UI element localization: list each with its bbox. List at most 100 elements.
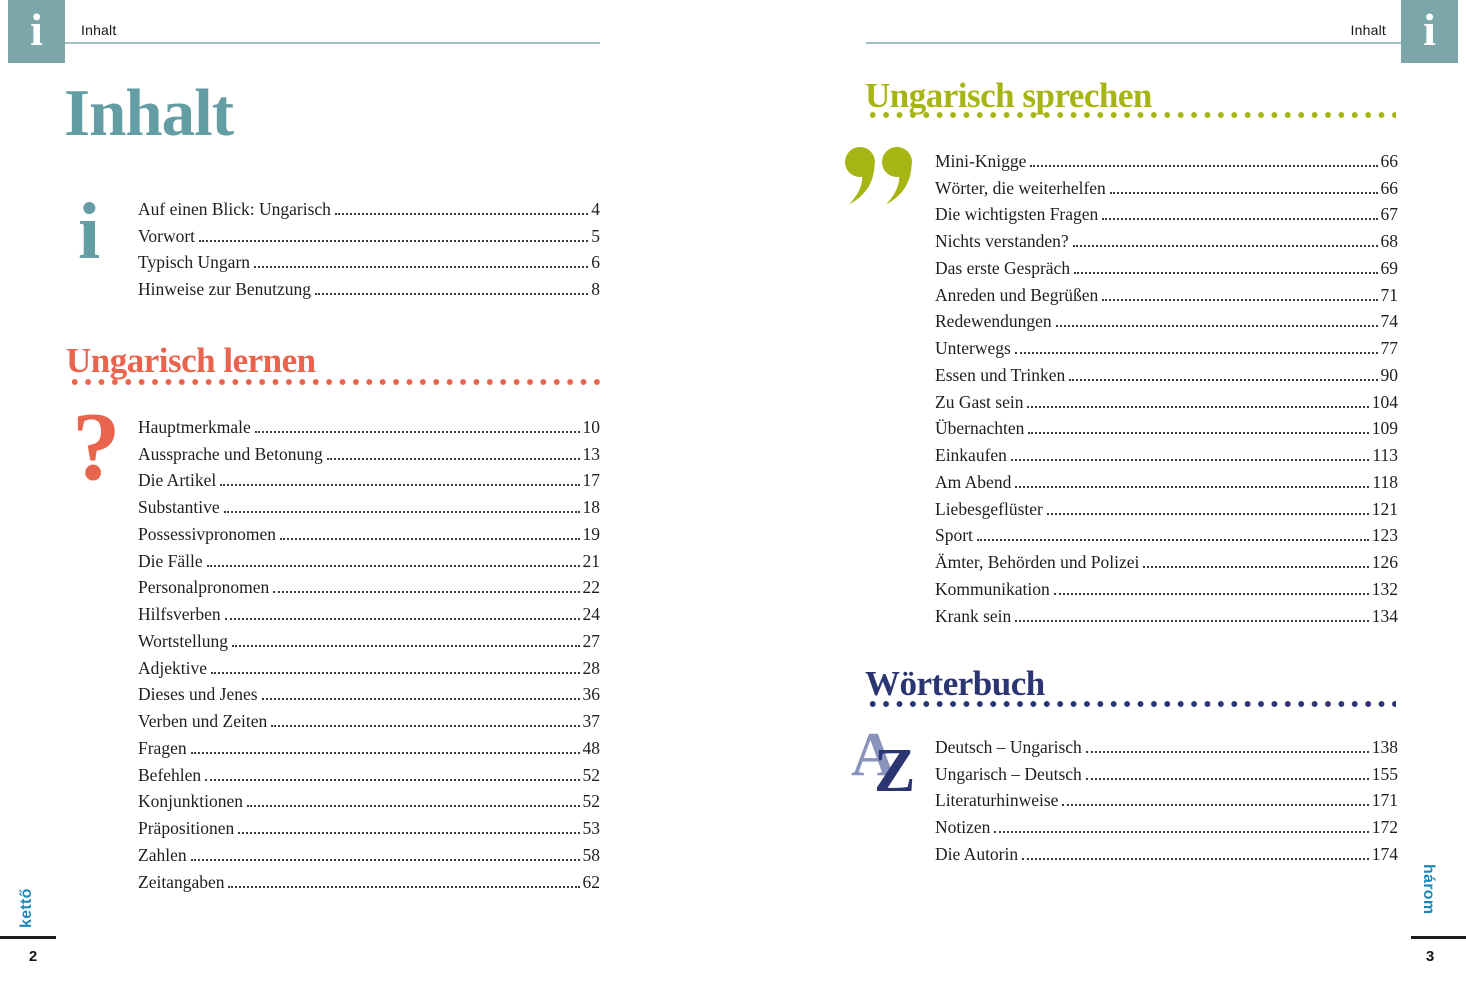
toc-entry-label: Fragen	[138, 737, 187, 758]
toc-row[interactable]: Befehlen 52	[138, 760, 600, 787]
toc-entry-page-number: 36	[582, 684, 601, 705]
toc-entry-page-number: 123	[1371, 525, 1398, 546]
dotted-rule	[866, 111, 1396, 119]
toc-row[interactable]: Dieses und Jenes 36	[138, 680, 600, 707]
toc-leader-dots	[1010, 459, 1370, 461]
toc-entry-label: Hauptmerkmale	[138, 416, 251, 437]
running-header: Inhalt	[81, 22, 117, 38]
toc-entry-page-number: 24	[582, 604, 601, 624]
toc-row[interactable]: Substantive 18	[138, 492, 600, 519]
toc-row[interactable]: Konjunktionen 52	[138, 787, 600, 814]
toc-entry-page-number: 21	[582, 550, 601, 571]
toc-row[interactable]: Einkaufen 113	[935, 440, 1398, 467]
toc-leader-dots	[1102, 298, 1378, 301]
toc-leader-dots	[1015, 619, 1369, 622]
toc-row[interactable]: Notizen 172	[935, 812, 1398, 839]
toc-row[interactable]: Ämter, Behörden und Polizei 126	[935, 547, 1398, 574]
info-corner-box: i	[8, 0, 65, 63]
toc-row[interactable]: Am Abend 118	[935, 467, 1398, 494]
toc-row[interactable]: Typisch Ungarn 6	[138, 248, 600, 275]
info-icon: i	[30, 3, 43, 55]
toc-row[interactable]: Nichts verstanden? 68	[935, 226, 1398, 253]
toc-row[interactable]: Übernachten 109	[935, 414, 1398, 441]
toc-row[interactable]: Possessivpronomen 19	[138, 519, 600, 546]
toc-row[interactable]: Die Fälle 21	[138, 546, 600, 573]
toc-leader-dots	[273, 591, 580, 594]
toc-row[interactable]: Hauptmerkmale 10	[138, 412, 600, 439]
toc-entry-label: Die Artikel	[138, 470, 217, 491]
toc-intro-list: Auf einen Blick: Ungarisch 4 Vorwort 5 Typis…	[138, 194, 600, 301]
toc-leader-dots	[238, 832, 580, 834]
toc-row[interactable]: Ungarisch – Deutsch 155	[935, 759, 1398, 786]
toc-entry-label: Hilfsverben	[138, 604, 221, 624]
toc-entry-page-number: 22	[582, 577, 601, 598]
section-title-ungarisch-sprechen: Ungarisch sprechen	[865, 76, 1152, 115]
toc-row[interactable]: Verben und Zeiten 37	[138, 706, 600, 733]
toc-row[interactable]: Präpositionen 53	[138, 813, 600, 840]
toc-row[interactable]: Die Artikel 17	[138, 466, 600, 493]
toc-row[interactable]: Personalpronomen 22	[138, 573, 600, 600]
toc-row[interactable]: Deutsch – Ungarisch 138	[935, 732, 1398, 759]
toc-leader-dots	[228, 885, 580, 888]
toc-row[interactable]: Wörter, die weiterhelfen 66	[935, 173, 1398, 200]
toc-row[interactable]: Wortstellung 27	[138, 626, 600, 653]
toc-entry-label: Am Abend	[935, 471, 1012, 492]
toc-row[interactable]: Die wichtigsten Fragen 67	[935, 200, 1398, 227]
toc-leader-dots	[231, 644, 580, 647]
toc-row[interactable]: Auf einen Blick: Ungarisch 4	[138, 194, 600, 221]
info-section-icon: i	[78, 188, 101, 276]
toc-leader-dots	[1085, 777, 1369, 780]
toc-entry-label: Deutsch – Ungarisch	[935, 736, 1082, 757]
toc-row[interactable]: Fragen 48	[138, 733, 600, 760]
toc-row[interactable]: Unterwegs 77	[935, 333, 1398, 360]
toc-entry-label: Ungarisch – Deutsch	[935, 763, 1082, 784]
page-right: Inhalt i Ungarisch sprechen Mini-Knigge 6…	[733, 0, 1466, 1000]
toc-row[interactable]: Das erste Gespräch 69	[935, 253, 1398, 280]
toc-entry-page-number: 48	[582, 737, 601, 758]
toc-row[interactable]: Krank sein 134	[935, 601, 1398, 628]
info-icon: i	[1423, 3, 1436, 55]
dictionary-az-icon: A Z	[851, 724, 931, 808]
toc-row[interactable]: Zu Gast sein 104	[935, 387, 1398, 414]
toc-leader-dots	[220, 484, 580, 487]
toc-row[interactable]: Anreden und Begrüßen 71	[935, 280, 1398, 307]
toc-leader-dots	[190, 751, 580, 754]
toc-entry-label: Einkaufen	[935, 445, 1007, 465]
toc-row[interactable]: Adjektive 28	[138, 653, 600, 680]
toc-row[interactable]: Redewendungen 74	[935, 307, 1398, 334]
toc-entry-page-number: 155	[1371, 763, 1398, 784]
toc-row[interactable]: Sport 123	[935, 521, 1398, 548]
toc-entry-label: Essen und Trinken	[935, 364, 1066, 385]
toc-row[interactable]: Die Autorin 174	[935, 839, 1398, 866]
toc-leader-dots	[1053, 592, 1369, 595]
toc-entry-page-number: 53	[582, 818, 601, 838]
toc-entry-label: Zeitangaben	[138, 871, 225, 892]
toc-entry-page-number: 5	[591, 225, 600, 246]
toc-row[interactable]: Kommunikation 132	[935, 574, 1398, 601]
toc-entry-page-number: 4	[591, 198, 600, 219]
toc-row[interactable]: Mini-Knigge 66	[935, 146, 1398, 173]
toc-leader-dots	[994, 831, 1369, 833]
toc-row[interactable]: Liebesgeflüster 121	[935, 494, 1398, 521]
toc-entry-page-number: 74	[1380, 311, 1399, 332]
toc-leader-dots	[1055, 325, 1378, 328]
toc-entry-label: Befehlen	[138, 764, 202, 785]
toc-entry-label: Notizen	[935, 817, 991, 837]
toc-leader-dots	[976, 539, 1369, 542]
toc-row[interactable]: Zeitangaben 62	[138, 867, 600, 894]
toc-row[interactable]: Hilfsverben 24	[138, 599, 600, 626]
toc-row[interactable]: Aussprache und Betonung 13	[138, 439, 600, 466]
toc-leader-dots	[205, 778, 580, 781]
toc-row[interactable]: Vorwort 5	[138, 221, 600, 248]
toc-leader-dots	[271, 725, 580, 727]
toc-entry-label: Das erste Gespräch	[935, 257, 1071, 278]
toc-row[interactable]: Hinweise zur Benutzung 8	[138, 274, 600, 301]
toc-entry-page-number: 52	[582, 764, 601, 785]
dotted-rule	[866, 700, 1396, 708]
toc-row[interactable]: Literaturhinweise 171	[935, 786, 1398, 813]
toc-row[interactable]: Zahlen 58	[138, 840, 600, 867]
toc-leader-dots	[1022, 857, 1369, 860]
toc-entry-page-number: 37	[582, 711, 601, 731]
toc-entry-page-number: 109	[1371, 418, 1398, 439]
toc-row[interactable]: Essen und Trinken 90	[935, 360, 1398, 387]
